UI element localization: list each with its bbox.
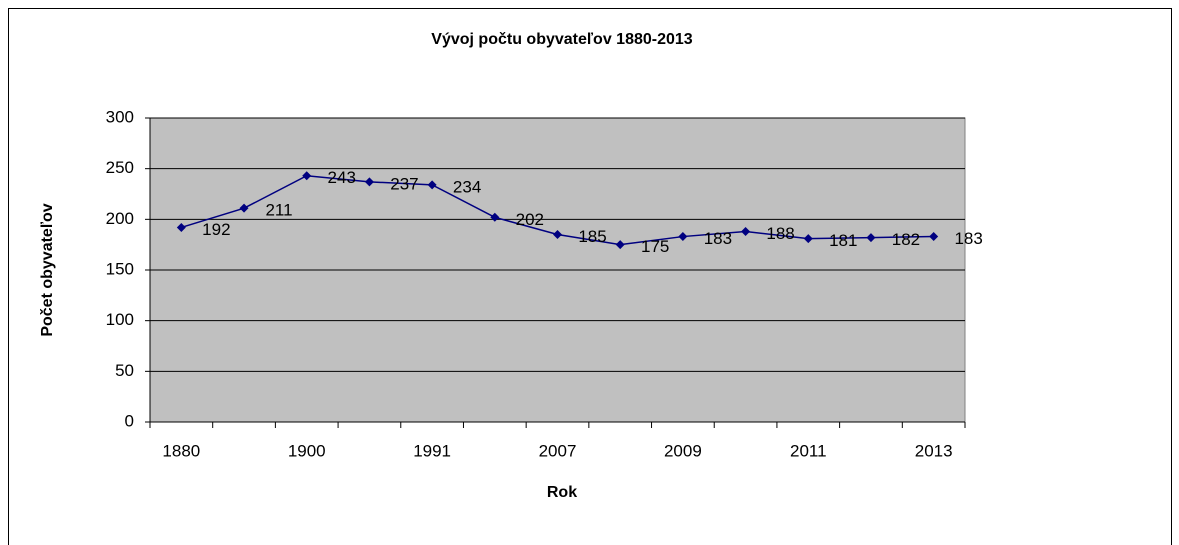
data-label: 243 [328,168,356,187]
data-label: 211 [265,201,292,220]
x-tick-label: 1900 [288,441,326,460]
data-label: 183 [704,229,732,248]
data-label: 188 [766,224,794,243]
x-tick-label: 2013 [915,441,953,460]
data-label: 192 [202,220,230,239]
y-tick-label: 50 [115,361,134,380]
y-tick-label: 300 [106,107,134,126]
chart-title: Vývoj počtu obyvateľov 1880-2013 [431,31,692,48]
data-label: 181 [829,231,857,250]
data-point [364,177,374,187]
data-point [678,232,688,242]
data-label: 237 [390,174,418,193]
data-point [553,230,562,240]
data-point [176,222,186,232]
data-point [239,203,249,213]
x-tick-label: 2007 [539,441,577,460]
data-point [929,232,939,242]
data-label: 175 [641,237,669,256]
data-label: 202 [516,210,544,229]
y-axis-title: Počet obyvateľov [39,203,56,336]
x-tick-label: 2011 [790,441,827,460]
data-point [427,180,437,190]
y-tick-label: 250 [106,158,134,177]
data-point [866,233,876,243]
x-tick-label: 1880 [162,441,200,460]
data-label: 234 [453,177,481,196]
data-point [302,171,312,181]
data-point [615,240,625,250]
data-point [741,226,751,236]
y-tick-label: 0 [125,411,134,430]
x-axis-title: Rok [547,484,577,501]
x-tick-label: 2009 [664,441,702,460]
data-label: 183 [954,229,982,248]
data-point [803,234,813,244]
y-tick-label: 150 [106,259,134,278]
data-label: 185 [578,227,606,246]
x-tick-label: 1991 [413,441,451,460]
data-label: 182 [892,230,920,249]
y-tick-label: 100 [106,310,134,329]
y-tick-label: 200 [106,209,134,228]
data-point [490,212,500,222]
